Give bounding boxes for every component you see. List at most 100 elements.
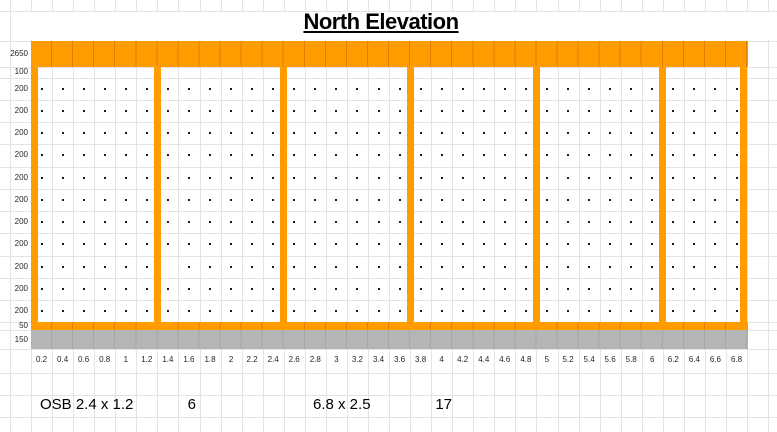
- fixing-dot: [503, 310, 506, 313]
- column-position-label[interactable]: 1: [123, 355, 129, 364]
- gridline-vertical: [367, 0, 369, 432]
- stud: [532, 67, 540, 330]
- row-height-label[interactable]: 200: [14, 306, 28, 316]
- fixing-dot: [524, 176, 527, 179]
- fixing-dot: [124, 132, 127, 135]
- gridline-vertical: [52, 0, 54, 432]
- column-position-label[interactable]: 1.6: [183, 355, 195, 364]
- column-position-label[interactable]: 5.6: [604, 355, 616, 364]
- fixing-dot: [693, 109, 696, 112]
- stud-count-cell[interactable]: 17: [435, 396, 452, 413]
- fixing-dot: [609, 109, 612, 112]
- row-height-label[interactable]: 200: [14, 150, 28, 160]
- fixing-dot: [545, 243, 548, 246]
- row-height-label[interactable]: 200: [14, 194, 28, 204]
- fixing-dot: [714, 221, 717, 224]
- fixing-dot: [440, 287, 443, 290]
- fixing-dot: [545, 287, 548, 290]
- column-position-label[interactable]: 2.4: [267, 355, 279, 364]
- fixing-dot: [187, 310, 190, 313]
- gridline-vertical: [768, 0, 770, 432]
- fixing-dot: [693, 221, 696, 224]
- row-height-label[interactable]: 50: [19, 321, 28, 330]
- wall-size-cell[interactable]: 6.8 x 2.5: [313, 396, 371, 413]
- fixing-dot: [40, 198, 43, 201]
- fixing-dot: [503, 287, 506, 290]
- column-position-label[interactable]: 6.6: [709, 355, 721, 364]
- row-height-label[interactable]: 200: [14, 283, 28, 293]
- column-position-label[interactable]: 3.2: [351, 355, 363, 364]
- fixing-dot: [693, 243, 696, 246]
- column-position-label[interactable]: 0.2: [35, 355, 48, 364]
- column-position-label[interactable]: 2.8: [309, 355, 321, 364]
- row-height-label[interactable]: 200: [14, 83, 28, 93]
- row-height-label[interactable]: 150: [14, 334, 28, 344]
- column-position-label[interactable]: 1.4: [162, 355, 174, 364]
- column-position-label[interactable]: 5: [544, 355, 550, 364]
- gridline-vertical: [683, 0, 685, 432]
- osb-size-cell[interactable]: OSB 2.4 x 1.2: [40, 396, 134, 413]
- fixing-dot: [419, 243, 422, 246]
- column-position-label[interactable]: 2.6: [288, 355, 300, 364]
- gridline-vertical: [557, 0, 559, 432]
- row-height-label[interactable]: 200: [14, 105, 28, 115]
- column-position-label[interactable]: 5.2: [562, 355, 574, 364]
- row-height-label[interactable]: 200: [14, 217, 28, 227]
- column-position-label[interactable]: 4: [439, 355, 444, 364]
- column-position-label[interactable]: 3.8: [415, 355, 427, 364]
- column-position-label[interactable]: 6.8: [730, 355, 743, 364]
- column-position-label[interactable]: 5.8: [625, 355, 637, 364]
- fixing-dot: [672, 154, 675, 157]
- fixing-dot: [166, 243, 169, 246]
- column-position-label[interactable]: 1.2: [141, 355, 153, 364]
- row-height-label[interactable]: 200: [14, 128, 28, 138]
- column-position-label[interactable]: 3.6: [393, 355, 406, 364]
- column-position-label[interactable]: 2: [228, 355, 234, 364]
- column-position-label[interactable]: 4.8: [520, 355, 532, 364]
- row-height-label[interactable]: 200: [14, 172, 28, 182]
- column-position-label[interactable]: 4.6: [499, 355, 511, 364]
- fixing-dot: [251, 109, 254, 112]
- column-position-label[interactable]: 6.2: [667, 355, 679, 364]
- column-position-label[interactable]: 6.4: [688, 355, 700, 364]
- column-position-label[interactable]: 4.2: [457, 355, 469, 364]
- fixing-dot: [440, 87, 443, 90]
- column-position-label[interactable]: 6: [649, 355, 655, 364]
- osb-count-cell[interactable]: 6: [187, 396, 196, 413]
- row-height-label[interactable]: 200: [14, 239, 28, 249]
- fixing-dot: [398, 132, 401, 135]
- column-position-label[interactable]: 2.2: [246, 355, 258, 364]
- fixing-dot: [503, 198, 506, 201]
- column-position-label[interactable]: 0.8: [99, 355, 111, 364]
- column-position-label[interactable]: 1.8: [204, 355, 216, 364]
- column-position-label[interactable]: 3: [334, 355, 339, 364]
- row-height-label[interactable]: 2650: [10, 49, 28, 58]
- fixing-dot: [103, 221, 106, 224]
- fixing-dot: [419, 109, 422, 112]
- row-height-label[interactable]: 100: [14, 67, 28, 76]
- fixing-dot: [651, 265, 654, 268]
- fixing-dot: [503, 132, 506, 135]
- fixing-dot: [482, 265, 485, 268]
- fixing-dot: [588, 109, 591, 112]
- fixing-dot: [651, 87, 654, 90]
- fixing-dot: [335, 221, 338, 224]
- row-height-label[interactable]: 200: [14, 261, 28, 271]
- column-position-label[interactable]: 4.4: [478, 355, 490, 364]
- column-position-label[interactable]: 3.4: [372, 355, 385, 364]
- fixing-dot: [609, 87, 612, 90]
- fixing-dot: [377, 287, 380, 290]
- fixing-dot: [314, 287, 317, 290]
- column-position-label[interactable]: 5.4: [583, 355, 595, 364]
- fixing-dot: [335, 198, 338, 201]
- fixing-dot: [545, 221, 548, 224]
- column-position-label[interactable]: 0.6: [78, 355, 90, 364]
- fixing-dot: [103, 176, 106, 179]
- fixing-dot: [398, 154, 401, 157]
- gridline-horizontal: [0, 211, 777, 212]
- column-position-label[interactable]: 0.4: [57, 355, 69, 364]
- fixing-dot: [82, 198, 85, 201]
- fixing-dot: [124, 198, 127, 201]
- fixing-dot: [588, 287, 591, 290]
